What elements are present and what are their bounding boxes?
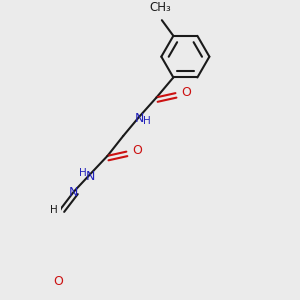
Text: O: O	[54, 275, 64, 288]
Text: H: H	[50, 205, 58, 215]
Text: N: N	[68, 186, 78, 199]
Text: H: H	[143, 116, 151, 126]
Text: H: H	[79, 168, 87, 178]
Text: N: N	[135, 112, 145, 125]
Text: O: O	[181, 85, 191, 99]
Text: N: N	[85, 170, 95, 183]
Text: O: O	[132, 144, 142, 157]
Text: CH₃: CH₃	[149, 1, 171, 14]
